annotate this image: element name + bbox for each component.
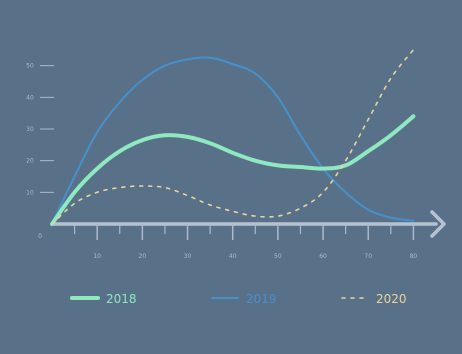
x-tick-label: 60 (319, 253, 327, 260)
y-tick-label: 20 (26, 158, 34, 165)
x-axis-arrow (430, 210, 446, 238)
y-tick-label: 30 (26, 126, 34, 133)
series-lines (50, 49, 416, 226)
legend-label-2018: 2018 (106, 292, 137, 306)
x-tick-label: 30 (184, 253, 192, 260)
legend: 2018 2019 2020 (70, 292, 407, 306)
y-tick-label: 40 (26, 94, 34, 101)
y-tick-label: 50 (26, 63, 34, 70)
x-tick-label: 80 (410, 253, 418, 260)
x-tick-label: 70 (364, 253, 372, 260)
x-tick-label: 10 (93, 253, 101, 260)
x-tick-label: 40 (229, 253, 237, 260)
legend-label-2020: 2020 (376, 292, 407, 306)
series-line-2020 (51, 49, 415, 225)
x-axis: 0 10 20 30 40 50 60 70 80 (38, 210, 446, 260)
series-line-2018 (50, 114, 416, 226)
series-line-2019 (51, 56, 415, 225)
legend-label-2019: 2019 (246, 292, 277, 306)
x-tick-label: 50 (274, 253, 282, 260)
x-tick-label: 20 (139, 253, 147, 260)
y-axis: 10 20 30 40 50 (26, 63, 54, 196)
origin-label: 0 (38, 233, 42, 240)
y-tick-label: 10 (26, 189, 34, 196)
